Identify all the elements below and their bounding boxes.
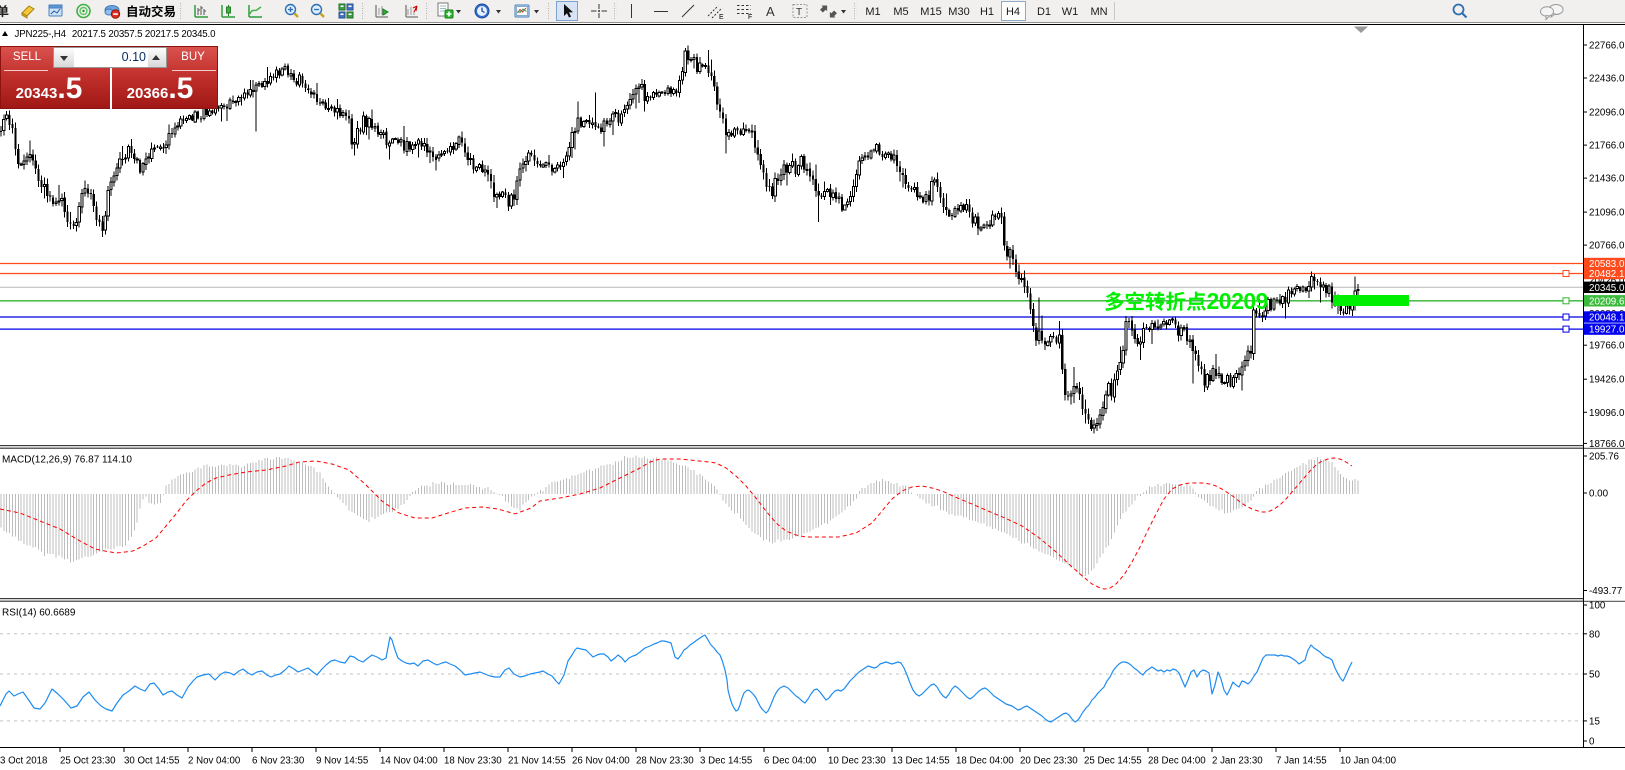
svg-text:50: 50	[1589, 670, 1600, 681]
svg-text:22096.0: 22096.0	[1589, 108, 1625, 119]
svg-text:80: 80	[1589, 630, 1600, 641]
svg-text:20482.1: 20482.1	[1589, 269, 1624, 280]
svg-text:22436.0: 22436.0	[1589, 74, 1625, 85]
svg-text:20345.0: 20345.0	[1589, 283, 1625, 294]
svg-text:0.00: 0.00	[1589, 489, 1609, 500]
svg-text:M30: M30	[948, 6, 969, 18]
svg-text:A: A	[766, 4, 775, 19]
svg-text:20209: 20209	[1207, 288, 1268, 314]
svg-text:6 Nov 23:30: 6 Nov 23:30	[252, 756, 305, 767]
svg-text:21436.0: 21436.0	[1589, 174, 1625, 185]
svg-text:28 Nov 23:30: 28 Nov 23:30	[636, 756, 694, 767]
svg-text:19426.0: 19426.0	[1589, 375, 1625, 386]
svg-text:20426.0: 20426.0	[1589, 275, 1625, 286]
svg-text:W1: W1	[1062, 6, 1079, 18]
svg-text:25 Oct 23:30: 25 Oct 23:30	[60, 756, 116, 767]
svg-text:19096.0: 19096.0	[1589, 408, 1625, 419]
svg-text:9 Nov 14:55: 9 Nov 14:55	[316, 756, 368, 767]
svg-text:15: 15	[1589, 717, 1600, 728]
svg-text:13 Dec 14:55: 13 Dec 14:55	[892, 756, 950, 767]
svg-text:6 Dec 04:00: 6 Dec 04:00	[764, 756, 817, 767]
svg-text:M5: M5	[893, 6, 908, 18]
svg-text:21096.0: 21096.0	[1589, 208, 1625, 219]
svg-text:2 Nov 04:00: 2 Nov 04:00	[188, 756, 241, 767]
svg-text:F: F	[748, 14, 752, 21]
svg-text:D1: D1	[1037, 6, 1051, 18]
svg-text:21766.0: 21766.0	[1589, 141, 1625, 152]
svg-text:18 Nov 23:30: 18 Nov 23:30	[444, 756, 502, 767]
svg-text:20048.1: 20048.1	[1589, 312, 1624, 323]
svg-text:MN: MN	[1090, 6, 1107, 18]
svg-text:M15: M15	[920, 6, 941, 18]
svg-text:3 Dec 14:55: 3 Dec 14:55	[700, 756, 752, 767]
svg-text:19927.0: 19927.0	[1589, 325, 1625, 336]
svg-text:26 Nov 04:00: 26 Nov 04:00	[572, 756, 630, 767]
svg-text:0: 0	[1589, 737, 1595, 748]
svg-text:-493.77: -493.77	[1589, 586, 1622, 597]
svg-text:E: E	[719, 14, 724, 21]
svg-text:21 Nov 14:55: 21 Nov 14:55	[508, 756, 566, 767]
svg-text:19766.0: 19766.0	[1589, 341, 1625, 352]
svg-text:18766.0: 18766.0	[1589, 439, 1625, 450]
svg-text:RSI(14) 60.6689: RSI(14) 60.6689	[2, 608, 76, 619]
svg-text:28 Dec 04:00: 28 Dec 04:00	[1148, 756, 1206, 767]
svg-text:7 Jan 14:55: 7 Jan 14:55	[1276, 756, 1327, 767]
svg-text:22766.0: 22766.0	[1589, 41, 1625, 52]
svg-text:18 Dec 04:00: 18 Dec 04:00	[956, 756, 1014, 767]
svg-text:MACD(12,26,9) 76.87 114.10: MACD(12,26,9) 76.87 114.10	[2, 455, 132, 466]
svg-text:20583.0: 20583.0	[1589, 259, 1625, 270]
svg-text:100: 100	[1589, 601, 1606, 612]
svg-text:M1: M1	[865, 6, 880, 18]
svg-text:20209.6: 20209.6	[1589, 296, 1625, 307]
svg-text:10 Dec 23:30: 10 Dec 23:30	[828, 756, 886, 767]
svg-text:205.76: 205.76	[1589, 452, 1620, 463]
svg-text:25 Dec 14:55: 25 Dec 14:55	[1084, 756, 1142, 767]
svg-text:20766.0: 20766.0	[1589, 241, 1625, 252]
svg-text:2 Jan 23:30: 2 Jan 23:30	[1212, 756, 1263, 767]
svg-text:3 Oct 2018: 3 Oct 2018	[0, 756, 47, 767]
svg-text:H4: H4	[1006, 6, 1020, 18]
svg-text:14 Nov 04:00: 14 Nov 04:00	[380, 756, 438, 767]
svg-text:20 Dec 23:30: 20 Dec 23:30	[1020, 756, 1078, 767]
svg-text:10 Jan 04:00: 10 Jan 04:00	[1340, 756, 1397, 767]
svg-text:30 Oct 14:55: 30 Oct 14:55	[124, 756, 179, 767]
svg-text:H1: H1	[980, 6, 994, 18]
svg-text:T: T	[796, 7, 802, 18]
